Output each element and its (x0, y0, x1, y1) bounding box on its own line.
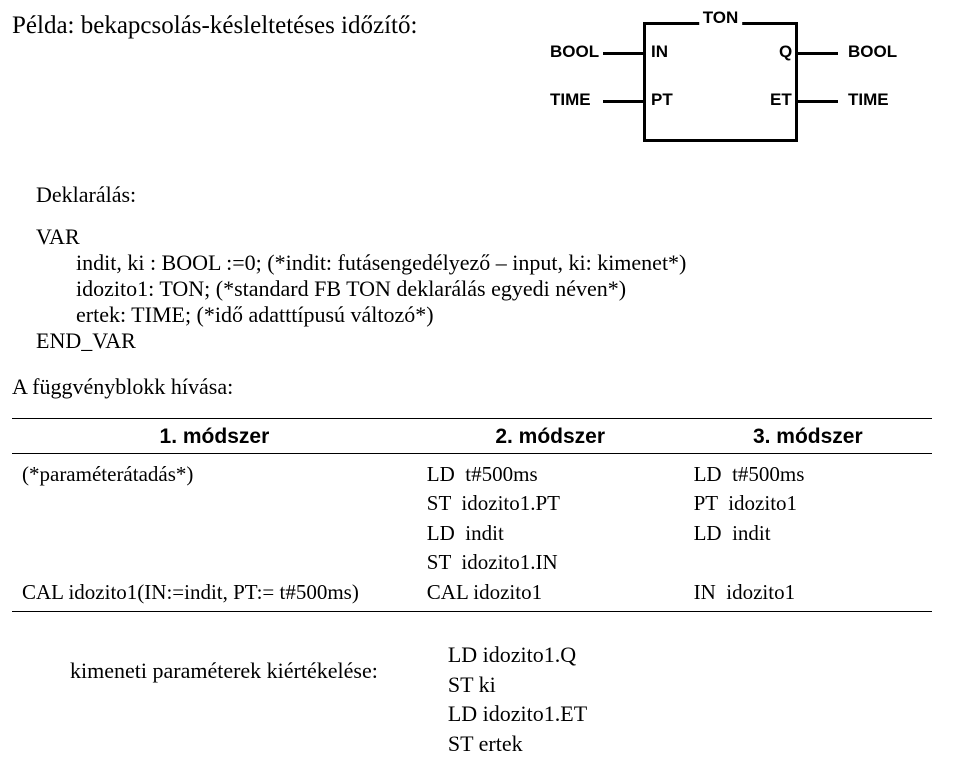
table-cell-1: (*paraméterátadás*) CAL idozito1(IN:=ind… (12, 454, 417, 612)
port-in: IN (651, 42, 668, 62)
end-var-keyword: END_VAR (36, 328, 948, 354)
fb-call-header: A függvényblokk hívása: (12, 374, 948, 400)
type-time-left: TIME (550, 90, 591, 110)
output-eval-code: LD idozito1.Q ST ki LD idozito1.ET ST er… (448, 640, 587, 759)
output-eval-section: kimeneti paraméterek kiértékelése: LD id… (12, 640, 948, 759)
decl-line-3: ertek: TIME; (*idő adatttípusú változó*) (76, 302, 948, 328)
decl-line-2: idozito1: TON; (*standard FB TON deklará… (76, 276, 948, 302)
port-line-in (603, 52, 643, 55)
block-name: TON (699, 9, 743, 28)
table-header-1: 1. módszer (12, 419, 417, 454)
port-pt: PT (651, 90, 673, 110)
table-cell-2: LD t#500ms ST idozito1.PT LD indit ST id… (417, 454, 684, 612)
type-bool-right: BOOL (848, 42, 897, 62)
decl-header: Deklarálás: (36, 182, 948, 208)
table-cell-3: LD t#500ms PT idozito1 LD indit IN idozi… (684, 454, 932, 612)
declaration-block: Deklarálás: VAR indit, ki : BOOL :=0; (*… (12, 182, 948, 354)
var-keyword: VAR (36, 224, 948, 250)
port-q: Q (779, 42, 792, 62)
port-line-et (798, 100, 838, 103)
type-time-right: TIME (848, 90, 889, 110)
port-line-pt (603, 100, 643, 103)
methods-table: 1. módszer 2. módszer 3. módszer (*param… (12, 418, 932, 612)
port-et: ET (770, 90, 792, 110)
table-header-3: 3. módszer (684, 419, 932, 454)
decl-line-1: indit, ki : BOOL :=0; (*indit: futásenge… (76, 250, 948, 276)
ton-block-diagram: TON BOOL TIME IN PT Q ET BOOL TIME (498, 8, 938, 158)
output-eval-label: kimeneti paraméterek kiértékelése: (70, 658, 378, 759)
type-bool-left: BOOL (550, 42, 599, 62)
port-line-q (798, 52, 838, 55)
table-header-2: 2. módszer (417, 419, 684, 454)
page-title: Példa: bekapcsolás-késleltetéses időzítő… (12, 12, 417, 40)
